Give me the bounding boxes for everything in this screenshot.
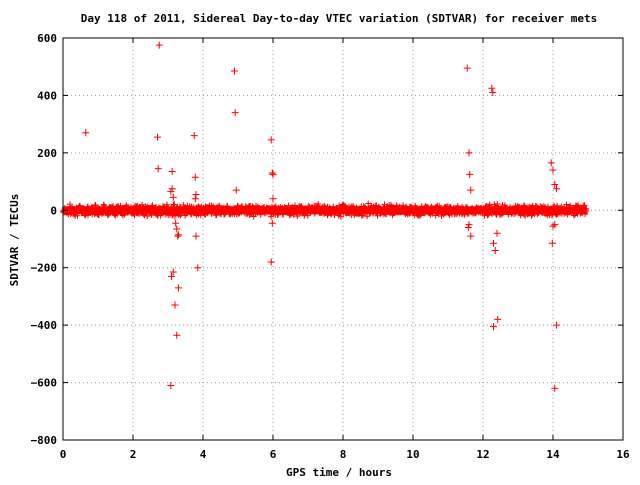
data-point [232,186,240,194]
data-point [490,323,497,331]
data-point [231,109,239,117]
data-point [467,186,475,194]
data-point [82,129,90,137]
chart-title: Day 118 of 2011, Sidereal Day-to-day VTE… [81,12,598,25]
x-tick-label: 2 [130,448,137,461]
data-point [171,301,179,309]
data-point [172,219,180,227]
data-point [191,195,199,203]
data-point [551,180,559,188]
data-point [155,41,163,49]
data-point [190,132,198,140]
y-tick-label: 0 [50,204,57,217]
grid [63,38,623,440]
dense-band-points [60,200,590,220]
data-point [268,219,276,227]
y-tick-label: 400 [37,89,57,102]
data-point [269,170,277,178]
data-point [154,165,162,173]
data-point [167,188,175,196]
data-point [553,185,560,193]
data-point [269,195,277,203]
x-axis-label: GPS time / hours [286,466,392,479]
data-point [553,321,560,329]
y-tick-labels: −800 −600 −400 −200 0 200 400 600 [31,32,58,447]
data-point [169,268,177,276]
data-point [192,190,200,198]
data-point [549,222,557,230]
x-tick-label: 16 [616,448,630,461]
data-point [465,221,473,229]
data-point [463,64,471,72]
data-point [491,246,499,254]
data-point [548,239,556,247]
data-point [494,315,502,323]
data-point [173,331,181,339]
data-point [547,159,555,167]
x-tick-label: 12 [476,448,489,461]
data-point [267,136,275,144]
data-point [168,185,176,193]
data-point [170,201,178,209]
data-point [173,225,181,233]
x-tick-label: 4 [200,448,207,461]
data-point [467,232,475,240]
data-point [192,232,200,240]
data-point [268,169,276,177]
data-point [168,272,175,280]
data-point [174,232,182,240]
data-point [490,239,497,247]
data-point [194,264,202,272]
y-tick-label: −200 [31,262,58,275]
data-point [488,84,496,92]
y-tick-label: 600 [37,32,57,45]
data-point [175,231,182,239]
y-axis-label: SDTVAR / TECUs [8,194,21,287]
data-point [551,221,559,229]
data-point [549,166,557,174]
data-point [168,168,176,176]
data-point [154,133,161,141]
data-point [169,193,177,201]
data-point [171,212,179,220]
axis-ticks [62,37,624,441]
y-tick-label: −800 [31,434,58,447]
data-point [267,258,275,266]
x-tick-label: 8 [340,448,347,461]
data-point [466,170,474,178]
data-point [464,224,472,232]
x-tick-labels: 0 2 4 6 8 10 12 14 16 [60,448,630,461]
data-point [493,229,501,237]
dense-data-band [60,200,590,220]
data-points [82,41,560,392]
x-tick-label: 0 [60,448,67,461]
data-point [231,67,238,75]
y-tick-label: −400 [31,319,58,332]
x-tick-label: 14 [546,448,560,461]
y-tick-label: 200 [37,147,57,160]
data-point [191,173,199,181]
x-tick-label: 10 [406,448,419,461]
data-point [175,284,182,292]
y-tick-label: −600 [31,377,58,390]
data-point [167,381,175,389]
data-point [489,89,497,97]
data-point [551,384,559,392]
data-point [465,149,473,157]
x-tick-label: 6 [270,448,277,461]
